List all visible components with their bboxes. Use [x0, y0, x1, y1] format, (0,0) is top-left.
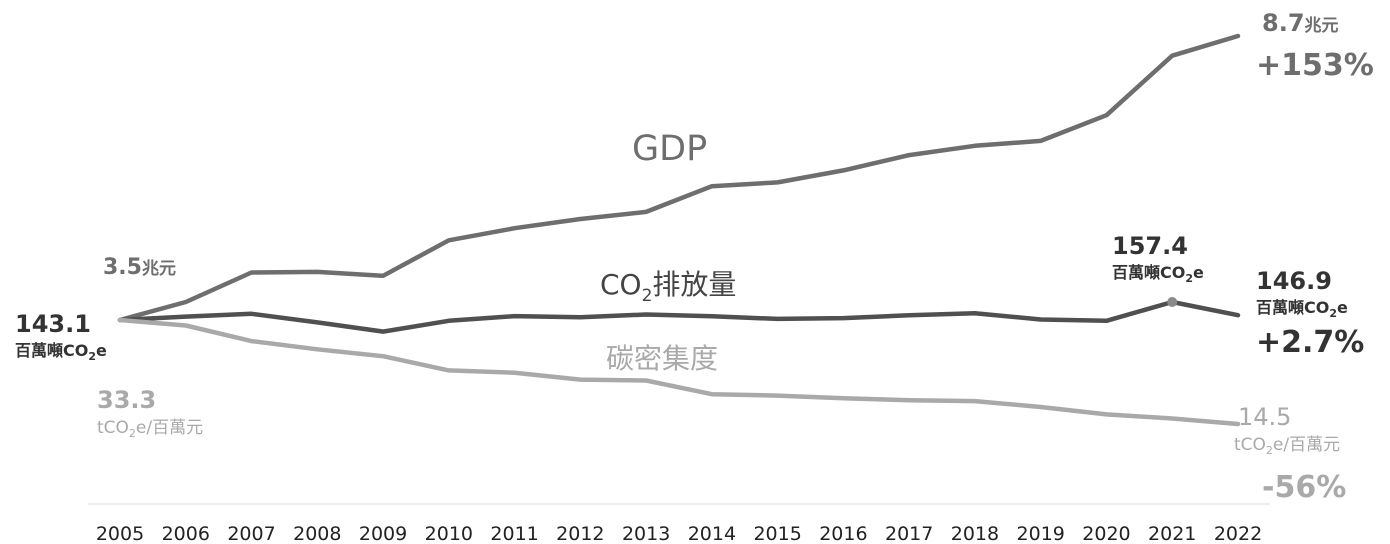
gdp-line — [117, 33, 1241, 323]
intensity-end-value: 14.5 — [1238, 403, 1291, 431]
co2-end-unit-suffix: e — [1337, 298, 1348, 317]
intensity-start-unit-sub: 2 — [129, 427, 136, 440]
co2-series-title: CO2排放量 — [600, 268, 736, 306]
co2-peak-value: 157.4 — [1112, 232, 1188, 260]
co2-series-title-main: CO — [600, 268, 642, 301]
intensity-line — [117, 317, 1241, 427]
intensity-start-value: 33.3 — [97, 386, 156, 414]
gdp-start-label: 3.5兆元 — [103, 255, 176, 280]
co2-peak-unit-suffix: e — [1193, 263, 1204, 282]
intensity-end-unit-suffix: e/百萬元 — [1273, 435, 1340, 455]
x-tick-label: 2021 — [1148, 523, 1196, 544]
gdp-end-unit: 兆元 — [1305, 16, 1339, 36]
intensity-end-unit: tCO2e/百萬元 — [1234, 435, 1340, 457]
intensity-start-unit-suffix: e/百萬元 — [136, 418, 203, 438]
intensity-change-label: -56% — [1262, 470, 1346, 505]
series-lines — [117, 33, 1241, 427]
co2-end-value: 146.9 — [1256, 267, 1332, 295]
x-tick-label: 2017 — [885, 523, 933, 544]
co2-peak-unit-main: 百萬噸CO — [1112, 263, 1185, 282]
x-tick-label: 2016 — [819, 523, 867, 544]
co2-start-unit: 百萬噸CO2e — [15, 341, 107, 363]
co2-series-title-suffix: 排放量 — [652, 268, 736, 301]
co2-start-value: 143.1 — [15, 310, 91, 338]
intensity-start-unit-main: tCO — [97, 418, 129, 438]
x-tick-label: 2013 — [622, 523, 670, 544]
co2-start-unit-suffix: e — [96, 341, 107, 360]
x-tick-label: 2012 — [556, 523, 604, 544]
co2-peak-point — [1167, 297, 1178, 307]
co2-series-title-sub: 2 — [642, 286, 653, 306]
gdp-start-value: 3.5 — [103, 255, 142, 280]
intensity-end-unit-sub: 2 — [1266, 444, 1273, 457]
x-tick-label: 2006 — [162, 523, 210, 544]
gdp-end-value: 8.7 — [1262, 9, 1305, 37]
co2-end-unit-sub: 2 — [1329, 307, 1337, 320]
co2-end-unit-main: 百萬噸CO — [1256, 298, 1329, 317]
co2-end-unit: 百萬噸CO2e — [1256, 298, 1348, 320]
x-tick-label: 2008 — [293, 523, 341, 544]
intensity-end-unit-main: tCO — [1234, 435, 1266, 455]
x-tick-label: 2014 — [688, 523, 736, 544]
gdp-end-label: 8.7兆元 — [1262, 9, 1339, 37]
co2-peak-unit-sub: 2 — [1185, 272, 1193, 285]
gdp-series-title: GDP — [632, 129, 707, 169]
intensity-start-unit: tCO2e/百萬元 — [97, 418, 203, 440]
co2-start-unit-sub: 2 — [88, 350, 96, 363]
x-tick-label: 2020 — [1082, 523, 1130, 544]
x-tick-label: 2010 — [425, 523, 473, 544]
x-tick-label: 2015 — [753, 523, 801, 544]
x-tick-label: 2005 — [96, 523, 144, 544]
x-tick-label: 2018 — [951, 523, 999, 544]
x-tick-label: 2019 — [1017, 523, 1065, 544]
co2-start-unit-main: 百萬噸CO — [15, 341, 88, 360]
x-tick-label: 2022 — [1214, 523, 1262, 544]
x-tick-label: 2011 — [490, 523, 538, 544]
co2-line — [117, 299, 1241, 334]
gdp-change-label: +153% — [1256, 48, 1374, 83]
gdp-start-unit: 兆元 — [142, 259, 176, 279]
co2-peak-unit: 百萬噸CO2e — [1112, 263, 1204, 285]
intensity-series-title: 碳密集度 — [606, 342, 718, 375]
x-axis-ticks: 2005 2006 2007 2008 2009 2010 2011 2012 2013 2014… — [96, 523, 1262, 544]
co2-change-label: +2.7% — [1256, 325, 1364, 360]
x-tick-label: 2007 — [227, 523, 275, 544]
x-tick-label: 2009 — [359, 523, 407, 544]
